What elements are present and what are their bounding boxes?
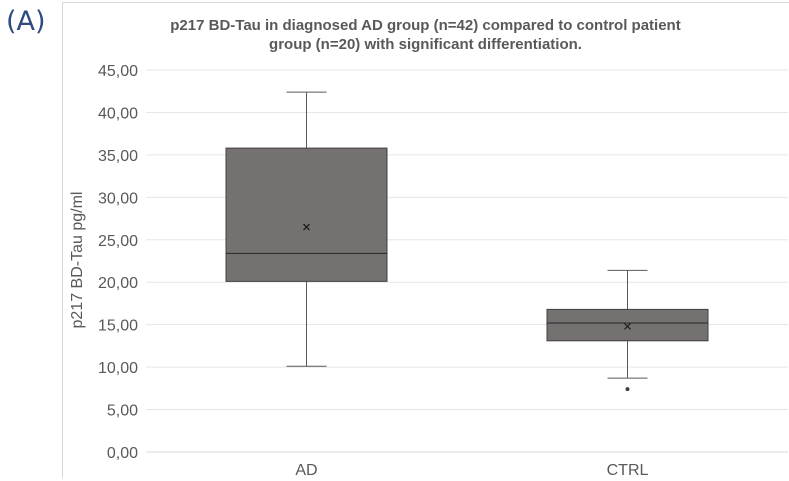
- x-tick-label: AD: [295, 462, 317, 479]
- y-tick-label: 30,00: [98, 190, 138, 207]
- y-tick-label: 5,00: [107, 403, 138, 420]
- y-tick-label: 45,00: [98, 63, 138, 80]
- y-tick-labels: 0,00 5,00 10,00 15,00 20,00 25,00 30,00 35,00 40…: [98, 63, 138, 462]
- chart-title-line-2: group (n=20) with significant differenti…: [269, 36, 582, 53]
- y-tick-label: 0,00: [107, 445, 138, 462]
- mean-marker-stroke: [624, 322, 631, 330]
- mean-marker: [624, 322, 631, 330]
- mean-marker: [303, 223, 310, 231]
- y-axis-label: p217 BD-Tau pg/ml: [69, 192, 86, 329]
- outlier-point: [625, 387, 630, 392]
- y-tick-label: 40,00: [98, 105, 138, 122]
- y-tick-label: 25,00: [98, 233, 138, 250]
- y-tick-label: 20,00: [98, 275, 138, 292]
- box-series: [225, 91, 709, 392]
- mean-marker-stroke: [303, 223, 310, 231]
- x-tick-labels: AD CTRL: [295, 462, 648, 479]
- y-tick-label: 10,00: [98, 360, 138, 377]
- y-tick-label: 35,00: [98, 148, 138, 165]
- iqr-box: [546, 308, 709, 342]
- iqr-box: [225, 147, 388, 282]
- chart-frame: [62, 2, 789, 478]
- box-ad: [225, 91, 388, 367]
- box-ctrl: [546, 269, 709, 392]
- y-tick-label: 15,00: [98, 318, 138, 335]
- x-tick-label: CTRL: [607, 462, 649, 479]
- chart-title-line-1: p217 BD-Tau in diagnosed AD group (n=42)…: [170, 17, 681, 34]
- panel-label: (A): [6, 6, 46, 37]
